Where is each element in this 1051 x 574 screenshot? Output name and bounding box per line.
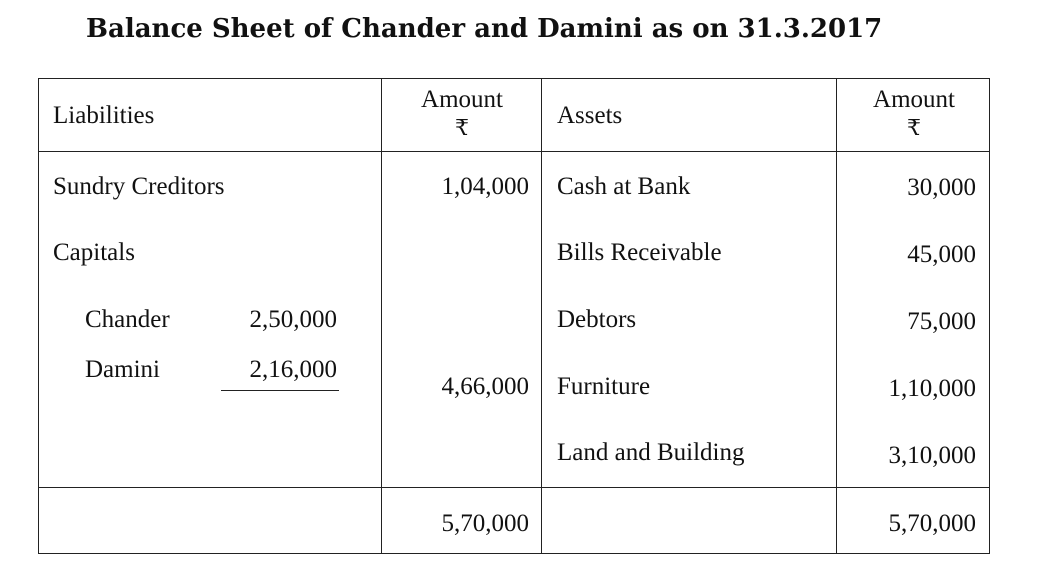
total-double-underline — [381, 553, 541, 554]
header-liabilities: Liabilities — [53, 102, 155, 129]
rupee-symbol: ₹ — [907, 115, 921, 140]
asset-amount: 3,10,000 — [888, 442, 977, 469]
rupee-symbol: ₹ — [455, 115, 469, 140]
column-divider — [381, 79, 382, 553]
sundry-creditors-amount: 1,04,000 — [441, 173, 530, 200]
capitals-label: Capitals — [53, 239, 135, 266]
asset-label: Land and Building — [557, 439, 745, 466]
assets-total: 5,70,000 — [888, 510, 977, 537]
header-amount-liabilities: Amount — [421, 86, 503, 113]
partner-capital: 2,16,000 — [249, 356, 338, 383]
partner-name: Damini — [85, 356, 160, 383]
partner-capital: 2,50,000 — [249, 306, 338, 333]
subtotal-underline — [221, 390, 339, 391]
header-amount-assets: Amount — [873, 86, 955, 113]
column-divider — [541, 79, 542, 553]
sundry-creditors-label: Sundry Creditors — [53, 173, 225, 200]
partner-name: Chander — [85, 306, 170, 333]
header-divider — [39, 151, 989, 152]
page-title: Balance Sheet of Chander and Damini as o… — [86, 14, 883, 44]
total-row-divider — [39, 487, 989, 488]
balance-sheet-table: Liabilities Amount ₹ Assets Amount ₹ Sun… — [38, 78, 990, 554]
liabilities-total: 5,70,000 — [441, 510, 530, 537]
asset-amount: 1,10,000 — [888, 375, 977, 402]
header-assets: Assets — [557, 102, 623, 129]
asset-amount: 45,000 — [907, 241, 976, 268]
asset-amount: 30,000 — [907, 174, 976, 201]
asset-label: Debtors — [557, 306, 637, 333]
capitals-total-amount: 4,66,000 — [441, 373, 530, 400]
total-double-underline — [836, 553, 990, 554]
asset-label: Furniture — [557, 373, 651, 400]
asset-label: Bills Receivable — [557, 239, 722, 266]
asset-label: Cash at Bank — [557, 173, 691, 200]
column-divider — [836, 79, 837, 553]
asset-amount: 75,000 — [907, 308, 976, 335]
